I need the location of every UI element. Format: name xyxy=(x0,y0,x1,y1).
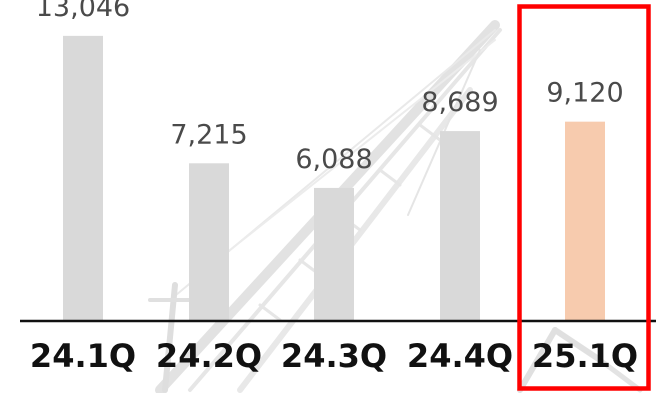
x-tick-label-24.4Q: 24.4Q xyxy=(407,337,513,375)
bar-24.1Q xyxy=(63,35,103,321)
value-label-24.2Q: 7,215 xyxy=(170,119,247,150)
x-tick-label-24.2Q: 24.2Q xyxy=(156,337,262,375)
value-label-24.1Q: 13,046 xyxy=(36,0,130,23)
x-tick-label-24.3Q: 24.3Q xyxy=(281,337,387,375)
bar-25.1Q xyxy=(565,121,605,321)
bar-24.4Q xyxy=(440,131,480,321)
value-label-24.3Q: 6,088 xyxy=(295,144,372,175)
value-labels-group: 13,046 7,215 6,088 8,689 9,120 xyxy=(36,0,624,175)
x-tick-labels-group: 24.1Q 24.2Q 24.3Q 24.4Q 25.1Q xyxy=(30,337,638,375)
x-tick-label-24.1Q: 24.1Q xyxy=(30,337,136,375)
highlight-frame xyxy=(517,4,651,391)
value-label-25.1Q: 9,120 xyxy=(546,78,623,109)
bar-24.2Q xyxy=(189,163,229,321)
bars-group xyxy=(63,35,605,321)
value-label-24.4Q: 8,689 xyxy=(421,87,498,118)
bar-24.3Q xyxy=(314,187,354,321)
x-tick-label-25.1Q: 25.1Q xyxy=(532,337,638,375)
